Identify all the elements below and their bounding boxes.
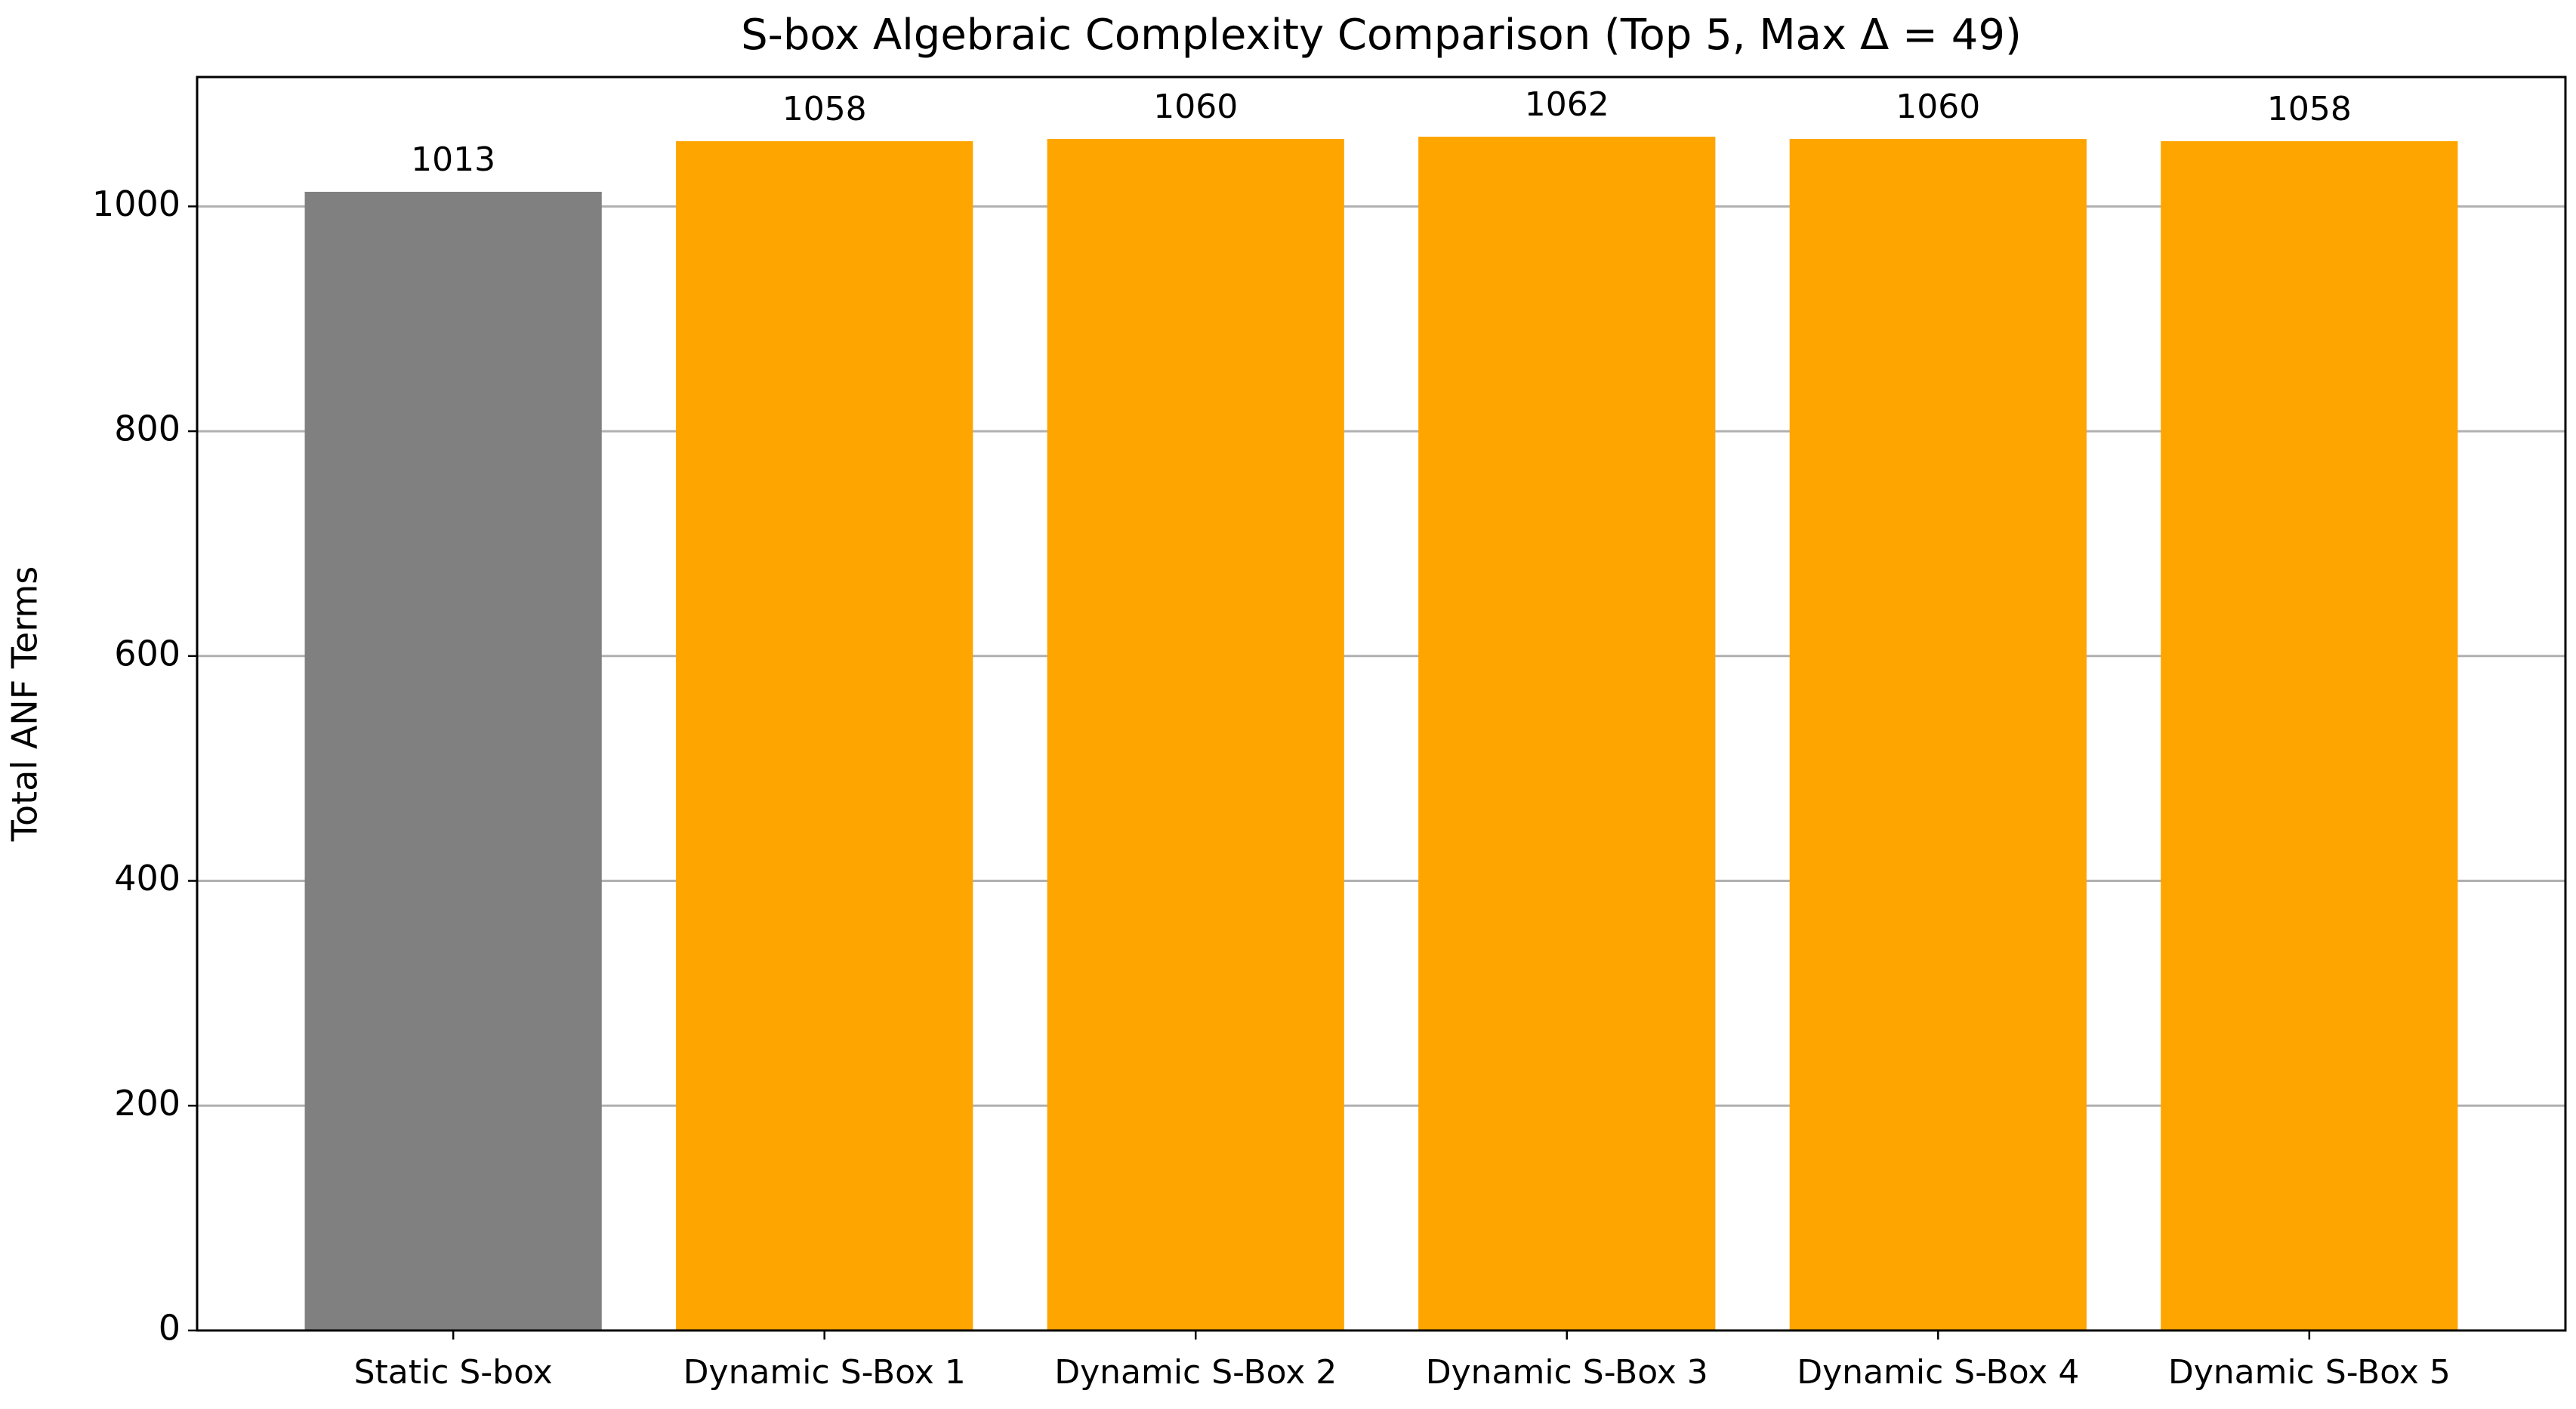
bar-value-label: 1013 [411,140,495,179]
y-tick-label: 0 [159,1308,180,1349]
y-tick-label: 800 [114,409,180,449]
bar-value-label: 1060 [1896,88,1980,126]
y-tick-label: 1000 [92,183,180,224]
x-tick-label: Dynamic S-Box 3 [1426,1353,1708,1392]
bar [1418,137,1716,1331]
x-tick-label: Dynamic S-Box 2 [1054,1353,1337,1392]
y-tick-label: 600 [114,633,180,674]
chart-title: S-box Algebraic Complexity Comparison (T… [741,11,2022,60]
x-tick-label: Dynamic S-Box 4 [1797,1353,2079,1392]
bar-value-label: 1060 [1153,88,1238,126]
bar-value-label: 1062 [1525,85,1609,124]
bar [676,141,973,1331]
x-tick-label: Static S-box [354,1353,553,1392]
bar [1047,139,1344,1331]
bar [304,191,602,1331]
x-tick-label: Dynamic S-Box 1 [683,1353,966,1392]
y-axis-label: Total ANF Terms [5,566,45,842]
x-tick-label: Dynamic S-Box 5 [2168,1353,2451,1392]
bar-value-label: 1058 [782,90,867,128]
plot-frame [196,76,2567,1332]
bar [2161,141,2458,1331]
bar [1789,139,2087,1331]
y-tick-label: 200 [114,1083,180,1124]
y-tick-label: 400 [114,858,180,899]
bar-value-label: 1058 [2267,90,2352,128]
